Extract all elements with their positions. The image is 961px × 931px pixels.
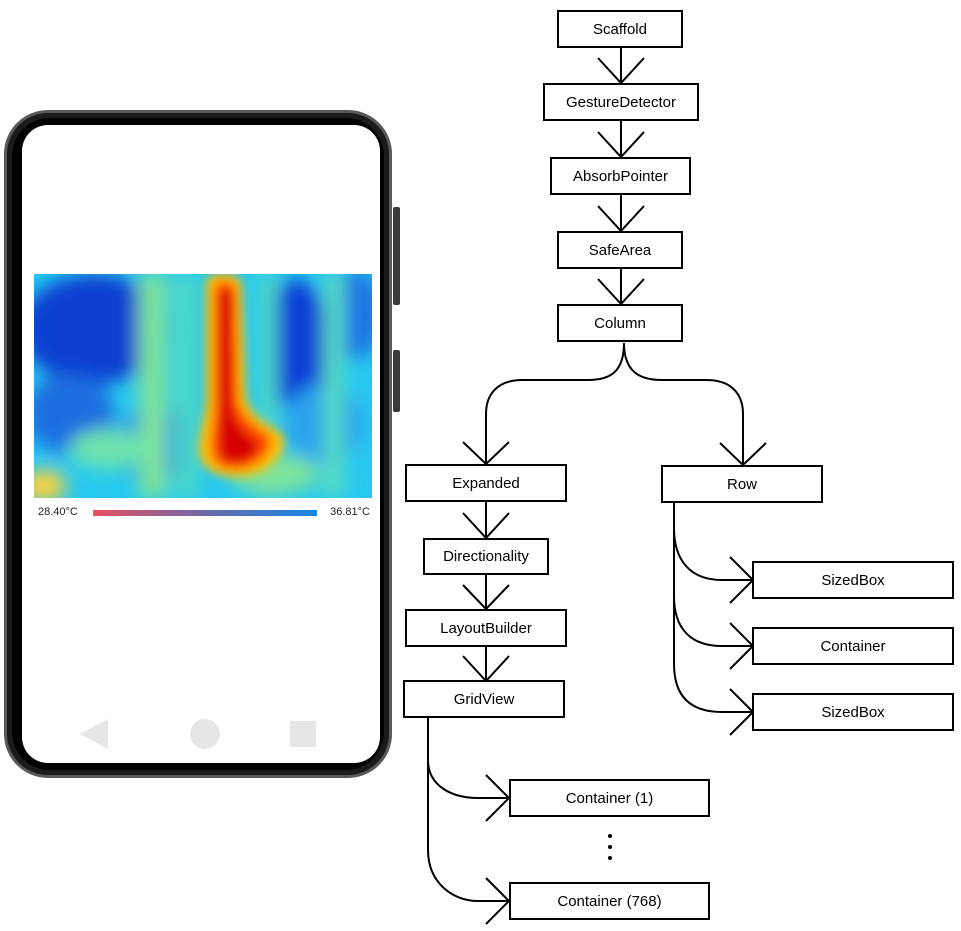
power-button (393, 350, 400, 412)
edge-layoutbuilder-gridview (462, 646, 510, 683)
node-column: Column (557, 304, 683, 342)
thermal-heatmap (34, 274, 372, 498)
edge-row-sizedbox-2 (673, 502, 755, 736)
phone-mockup: 28.40°C 36.81°C (4, 110, 400, 780)
edge-row-sizedbox-1 (673, 502, 755, 604)
temperature-gradient-bar (93, 510, 317, 516)
back-triangle-icon[interactable] (80, 719, 108, 749)
edge-gridview-container-first (427, 717, 511, 822)
node-container: Container (752, 627, 954, 665)
phone-screen: 28.40°C 36.81°C (22, 125, 380, 763)
node-sized-box-2: SizedBox (752, 693, 954, 731)
edge-absorb-safearea (597, 194, 645, 233)
node-layout-builder: LayoutBuilder (405, 609, 567, 647)
node-grid-view: GridView (403, 680, 565, 718)
volume-button (393, 207, 400, 305)
edge-scaffold-gesture (597, 47, 645, 85)
edge-directionality-layoutbuilder (462, 574, 510, 611)
edge-gridview-container-last (427, 717, 511, 925)
edge-row-container (673, 502, 755, 670)
ellipsis-icon (606, 832, 614, 864)
navigation-bar (22, 713, 380, 753)
recent-square-icon[interactable] (290, 721, 316, 747)
max-temperature-label: 36.81°C (330, 506, 370, 518)
temperature-scale: 28.40°C 36.81°C (34, 502, 372, 524)
node-gesture-detector: GestureDetector (543, 83, 699, 121)
node-row: Row (661, 465, 823, 503)
node-safe-area: SafeArea (557, 231, 683, 269)
node-scaffold: Scaffold (557, 10, 683, 48)
edge-gesture-absorb (597, 120, 645, 159)
node-directionality: Directionality (423, 538, 549, 575)
edge-safearea-column (597, 268, 645, 306)
edge-column-expanded (462, 342, 625, 466)
node-container-first: Container (1) (509, 779, 710, 817)
edge-column-row (623, 342, 767, 467)
node-expanded: Expanded (405, 464, 567, 502)
min-temperature-label: 28.40°C (38, 506, 78, 518)
node-absorb-pointer: AbsorbPointer (550, 157, 691, 195)
home-circle-icon[interactable] (190, 719, 220, 749)
node-container-last: Container (768) (509, 882, 710, 920)
node-sized-box-1: SizedBox (752, 561, 954, 599)
edge-expanded-directionality (462, 501, 510, 540)
